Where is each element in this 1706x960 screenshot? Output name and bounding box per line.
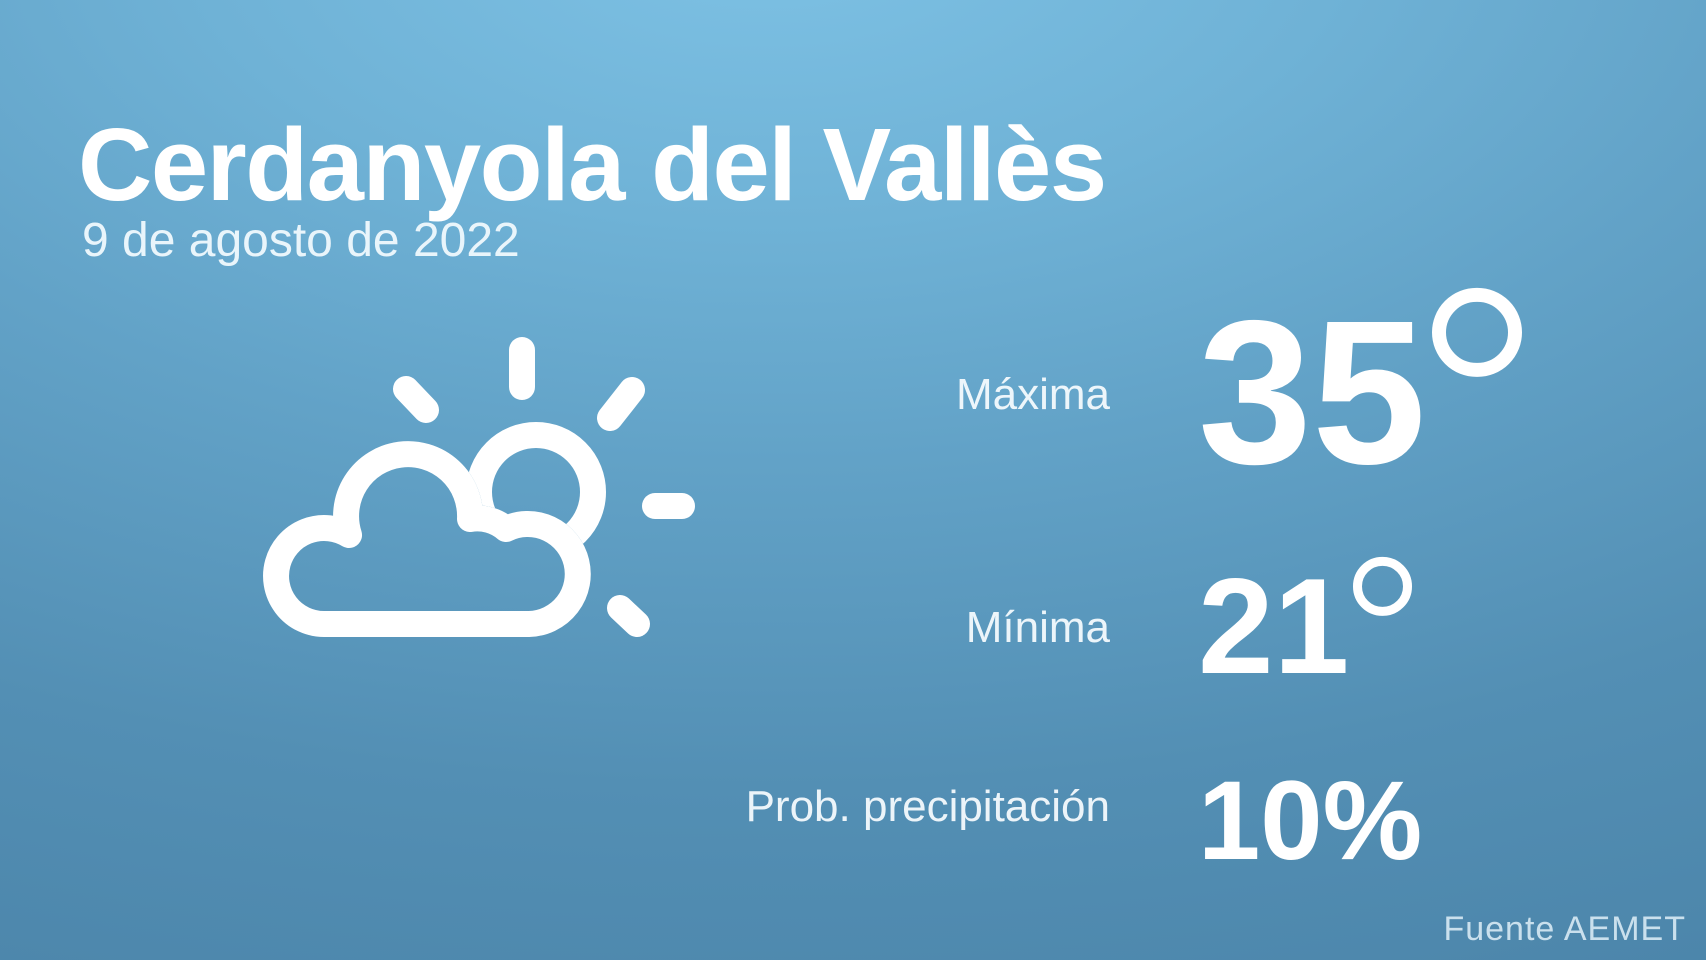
degree-symbol [1432,287,1522,377]
sun-ray-ne [597,377,645,431]
sun-behind-cloud-icon [263,337,695,637]
data-source: Fuente AEMET [1443,910,1686,948]
min-temp-number: 21 [1198,550,1350,702]
location-title: Cerdanyola del Vallès [78,107,1107,222]
max-temp-label: Máxima [955,370,1110,419]
forecast-date: 9 de agosto de 2022 [82,214,520,267]
sun-ray-se [607,595,650,637]
sun-ray-nw [393,376,439,423]
max-temp-value: 35 [1198,287,1522,495]
min-temp-value: 21 [1198,557,1413,694]
cloud-outline [263,441,591,637]
precip-prob-label: Prob. precipitación [745,782,1110,831]
max-temp-number: 35 [1198,278,1427,507]
min-temp-label: Mínima [965,603,1110,652]
degree-symbol [1353,557,1413,616]
precip-prob-value: 10% [1198,758,1423,883]
